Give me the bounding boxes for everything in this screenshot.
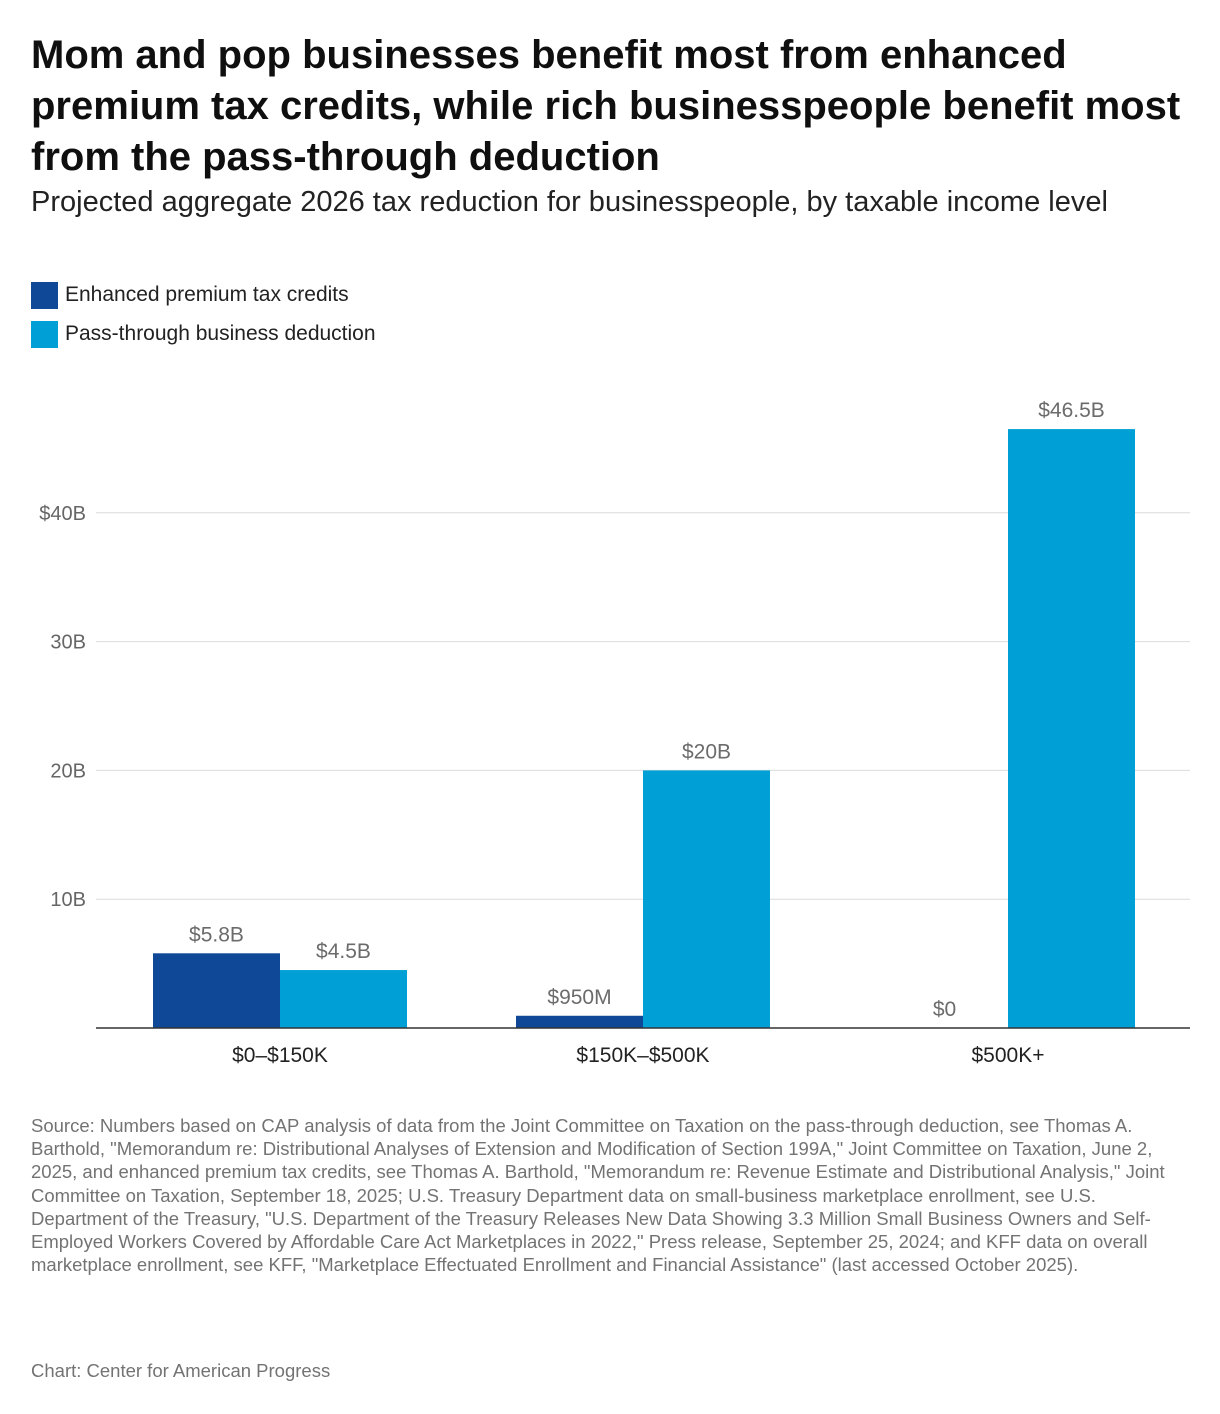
legend-swatch-pass-through-deduction bbox=[31, 320, 58, 348]
y-tick-label: 30B bbox=[50, 632, 86, 654]
y-tick-label: 10B bbox=[50, 889, 86, 911]
chart-credit: Chart: Center for American Progress bbox=[31, 1360, 331, 1381]
chart-subtitle: Projected aggregate 2026 tax reduction f… bbox=[31, 186, 1108, 218]
data-label: $0 bbox=[933, 998, 956, 1021]
data-label: $4.5B bbox=[316, 940, 371, 963]
bar bbox=[153, 953, 280, 1028]
y-tick-label: 20B bbox=[50, 760, 86, 782]
data-label: $20B bbox=[682, 740, 731, 763]
x-category-label: $500K+ bbox=[972, 1044, 1045, 1067]
bar-chart: 10B 20B 30B $40B $5.8B $4.5B $0–$150K $950M $20B… bbox=[39, 399, 1190, 1067]
bar bbox=[643, 770, 770, 1028]
bar bbox=[280, 970, 407, 1028]
source-note: Source: Numbers based on CAP analysis of… bbox=[31, 1115, 1165, 1276]
data-label: $950M bbox=[547, 986, 611, 1009]
chart-title: Mom and pop businesses benefit most from… bbox=[31, 33, 1181, 179]
x-category-label: $150K–$500K bbox=[576, 1044, 709, 1067]
data-label: $46.5B bbox=[1038, 399, 1105, 422]
legend-label-pass-through-deduction: Pass-through business deduction bbox=[65, 322, 376, 345]
legend-item-pass-through-deduction: Pass-through business deduction bbox=[31, 320, 376, 348]
bar bbox=[1008, 429, 1135, 1028]
legend-swatch-enhanced-premium-tax-credits bbox=[31, 281, 58, 309]
data-label: $5.8B bbox=[189, 923, 244, 946]
x-category-label: $0–$150K bbox=[232, 1044, 328, 1067]
y-tick-label: $40B bbox=[39, 503, 86, 525]
legend-item-enhanced-premium-tax-credits: Enhanced premium tax credits bbox=[31, 281, 376, 309]
bar bbox=[516, 1015, 643, 1028]
legend: Enhanced premium tax credits Pass-throug… bbox=[31, 281, 376, 359]
legend-label-enhanced-premium-tax-credits: Enhanced premium tax credits bbox=[65, 283, 349, 306]
